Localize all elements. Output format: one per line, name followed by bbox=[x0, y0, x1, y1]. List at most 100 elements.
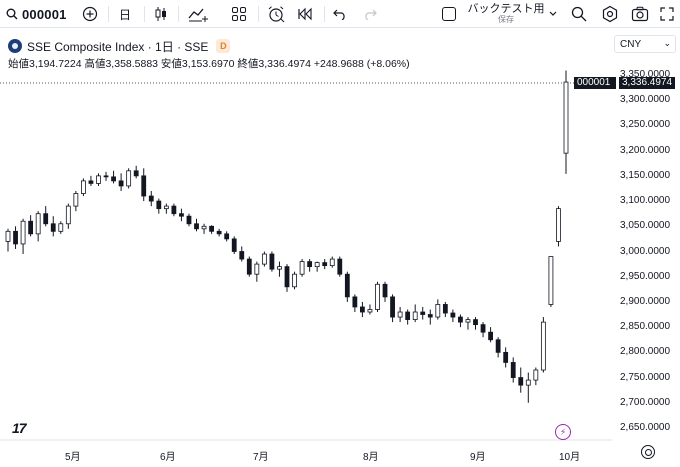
compare-add-button[interactable] bbox=[80, 0, 100, 28]
candle[interactable] bbox=[397, 306, 403, 323]
settings-button[interactable] bbox=[600, 0, 620, 28]
candle[interactable] bbox=[246, 256, 252, 277]
candle[interactable] bbox=[269, 251, 275, 272]
candle[interactable] bbox=[156, 198, 162, 214]
candle[interactable] bbox=[277, 261, 282, 277]
candle[interactable] bbox=[525, 372, 531, 403]
symbol-search-button[interactable]: 000001 bbox=[6, 0, 68, 28]
backtest-checkbox[interactable] bbox=[441, 0, 457, 28]
candle[interactable] bbox=[163, 203, 169, 214]
chart-type-button[interactable] bbox=[153, 0, 169, 28]
candle[interactable] bbox=[548, 256, 554, 307]
candle[interactable] bbox=[73, 190, 79, 212]
candle[interactable] bbox=[495, 337, 501, 358]
candle[interactable] bbox=[224, 231, 230, 242]
candle[interactable] bbox=[480, 322, 486, 338]
candle[interactable] bbox=[405, 309, 411, 325]
undo-button[interactable] bbox=[332, 0, 348, 28]
timeframe-button[interactable]: 日 bbox=[118, 7, 131, 22]
candle[interactable] bbox=[186, 213, 192, 227]
candle[interactable] bbox=[209, 225, 214, 234]
candle[interactable] bbox=[329, 256, 335, 268]
candle[interactable] bbox=[103, 171, 109, 181]
candle[interactable] bbox=[148, 190, 154, 207]
candle[interactable] bbox=[299, 259, 305, 277]
candle[interactable] bbox=[201, 223, 207, 234]
candle[interactable] bbox=[412, 304, 418, 323]
candle[interactable] bbox=[307, 259, 313, 272]
save-dropdown-button[interactable] bbox=[548, 0, 558, 28]
candle[interactable] bbox=[50, 216, 56, 237]
candle[interactable] bbox=[96, 173, 101, 186]
candle[interactable] bbox=[375, 281, 380, 313]
candle[interactable] bbox=[563, 70, 569, 174]
replay-button[interactable] bbox=[296, 0, 314, 28]
candle[interactable] bbox=[458, 314, 463, 328]
candle[interactable] bbox=[58, 221, 64, 234]
candle[interactable] bbox=[382, 281, 388, 302]
candle[interactable] bbox=[65, 203, 71, 229]
candle[interactable] bbox=[503, 347, 509, 368]
candle[interactable] bbox=[88, 175, 94, 186]
candle[interactable] bbox=[322, 259, 328, 270]
alert-button[interactable] bbox=[266, 0, 286, 28]
candle[interactable] bbox=[450, 309, 456, 323]
candle[interactable] bbox=[360, 301, 365, 318]
candle[interactable] bbox=[118, 173, 124, 191]
candle[interactable] bbox=[292, 271, 297, 290]
candle[interactable] bbox=[427, 309, 433, 325]
candle[interactable] bbox=[533, 367, 539, 386]
candle[interactable] bbox=[556, 206, 561, 247]
candle[interactable] bbox=[133, 165, 139, 179]
candle[interactable] bbox=[43, 206, 49, 227]
candle[interactable] bbox=[420, 306, 426, 320]
candle[interactable] bbox=[216, 228, 222, 237]
candle[interactable] bbox=[141, 168, 147, 202]
candle[interactable] bbox=[261, 251, 267, 267]
chevron-down-icon: ⌄ bbox=[663, 38, 671, 48]
flash-event-icon[interactable]: ⚡ bbox=[555, 424, 571, 440]
delayed-badge[interactable]: D bbox=[216, 39, 231, 53]
candle[interactable] bbox=[518, 367, 524, 393]
candle[interactable] bbox=[20, 218, 26, 255]
candle[interactable] bbox=[352, 294, 358, 313]
search-symbol-button[interactable] bbox=[570, 0, 588, 28]
candle[interactable] bbox=[344, 271, 350, 302]
candle[interactable] bbox=[171, 203, 177, 217]
fullscreen-button[interactable] bbox=[658, 0, 676, 28]
candle[interactable] bbox=[435, 299, 441, 320]
candle[interactable] bbox=[465, 317, 471, 330]
candle[interactable] bbox=[254, 261, 260, 282]
snapshot-button[interactable] bbox=[630, 0, 650, 28]
axis-settings-gear-icon[interactable] bbox=[641, 445, 655, 459]
candle[interactable] bbox=[510, 357, 516, 383]
candle[interactable] bbox=[13, 226, 18, 249]
backtest-save-button[interactable]: バックテスト用 保存 bbox=[466, 0, 546, 28]
symbol-title[interactable]: SSE Composite Index · 1日 · SSE bbox=[27, 39, 209, 54]
redo-button[interactable] bbox=[362, 0, 378, 28]
candle[interactable] bbox=[111, 170, 116, 184]
candle[interactable] bbox=[81, 178, 86, 197]
candle[interactable] bbox=[5, 228, 11, 252]
candle[interactable] bbox=[126, 168, 132, 189]
candle[interactable] bbox=[473, 317, 478, 330]
indicators-button[interactable] bbox=[186, 0, 210, 28]
candle[interactable] bbox=[231, 236, 237, 255]
candle[interactable] bbox=[367, 304, 373, 315]
candle[interactable] bbox=[442, 301, 448, 318]
candle[interactable] bbox=[314, 261, 320, 272]
candle[interactable] bbox=[194, 218, 199, 232]
candle[interactable] bbox=[540, 317, 546, 373]
candle[interactable] bbox=[28, 215, 34, 237]
candle[interactable] bbox=[35, 211, 41, 242]
currency-select[interactable]: CNY ⌄ bbox=[614, 35, 676, 53]
candle[interactable] bbox=[284, 264, 290, 292]
tradingview-logo[interactable]: 17 bbox=[12, 420, 27, 436]
candle[interactable] bbox=[179, 208, 184, 222]
candle[interactable] bbox=[337, 256, 343, 277]
candle[interactable] bbox=[488, 327, 493, 343]
templates-button[interactable] bbox=[230, 0, 248, 28]
candle[interactable] bbox=[390, 294, 395, 323]
candle[interactable] bbox=[239, 246, 245, 262]
